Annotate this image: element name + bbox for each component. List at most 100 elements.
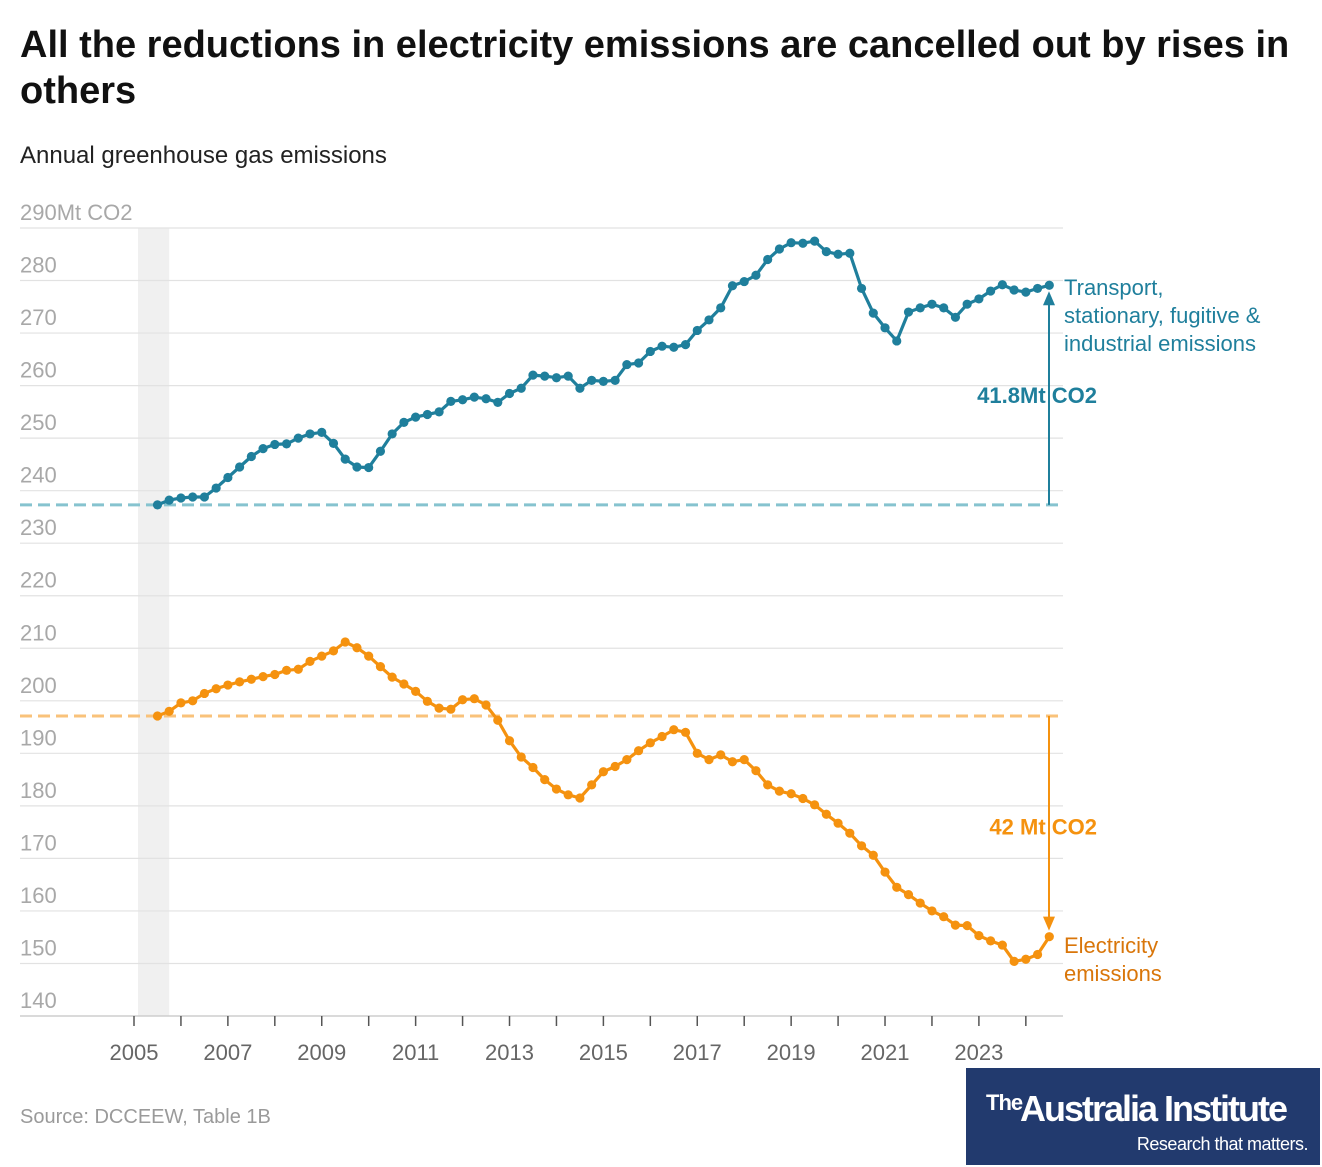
change-annotation: 41.8Mt CO2 [977,383,1097,408]
data-point [540,775,550,785]
data-point [833,249,843,259]
data-point [211,483,221,493]
data-point [739,755,749,765]
data-point [622,359,632,370]
data-point [317,427,327,437]
data-point [962,299,972,309]
data-point [164,706,174,716]
logo-tagline: Research that matters. [1136,1134,1309,1154]
series-label-line: industrial emissions [1064,331,1256,356]
data-point [587,375,597,385]
data-point [340,637,350,647]
data-point [974,931,984,941]
y-tick-label: 200 [20,673,57,698]
y-tick-label: 160 [20,883,57,908]
data-point [246,451,256,462]
data-point [892,336,902,346]
data-point [364,651,374,661]
data-point [903,307,914,317]
data-point [411,686,421,696]
y-tick-label: 210 [20,620,57,645]
data-point [845,828,855,838]
data-point [751,270,761,280]
data-point [235,462,245,472]
series-label-line: Transport, [1064,275,1163,300]
x-tick-label: 2023 [954,1040,1003,1060]
data-point [974,294,984,304]
series-label-0: Transport, stationary, fugitive & industri… [1064,275,1261,356]
data-point [457,395,468,405]
x-tick-label: 2021 [861,1040,910,1060]
data-point [199,492,210,502]
highlight-band [138,228,170,1016]
data-point [387,672,397,682]
data-point [763,780,773,790]
data-point [798,793,808,804]
data-point [364,462,374,473]
chart-subtitle: Annual greenhouse gas emissions [20,142,387,169]
data-point [845,248,855,258]
data-point [375,446,386,456]
line-chart: 140 150 160 170 180 190 200 210 220 230 240 250 260 2… [20,200,1261,1060]
data-point [317,651,327,661]
data-point [622,755,632,765]
data-point [281,665,292,675]
y-tick-label: 170 [20,830,57,855]
data-point [704,755,714,765]
data-point [657,731,667,742]
arrow-head [1043,916,1055,931]
data-point [810,800,820,810]
series-label-line: stationary, fugitive & [1064,303,1261,328]
series-labels: Transport, stationary, fugitive & industri… [1064,275,1261,986]
data-point [716,750,726,760]
data-point [352,643,362,653]
data-point [563,790,573,800]
data-point [680,727,691,737]
data-point [469,694,479,704]
x-tick-label: 2019 [767,1040,816,1060]
logo-name: Australia Institute [1020,1088,1288,1129]
data-point [692,748,702,758]
source-note: Source: DCCEEW, Table 1B [20,1106,271,1128]
data-point [645,738,655,748]
data-point [868,850,878,860]
data-point [504,388,515,399]
data-point [704,315,714,325]
data-point [727,281,738,291]
data-point [915,898,925,908]
x-tick-label: 2017 [673,1040,722,1060]
data-point [211,684,221,694]
data-point [246,674,256,684]
data-point [411,412,421,422]
data-point [598,376,608,386]
data-point [199,688,210,699]
series-lines [152,236,1054,966]
change-annotation: 42 Mt CO2 [989,814,1097,839]
data-point [504,736,515,746]
data-point [680,340,691,350]
data-point [856,841,867,851]
data-point [270,439,280,450]
data-point [446,396,456,406]
data-point [293,664,303,674]
data-point [281,439,292,449]
data-point [915,303,925,313]
y-tick-label: 280 [20,253,57,278]
data-point [340,454,350,464]
data-point [1009,956,1019,966]
data-point [399,679,409,689]
data-point [821,809,831,819]
data-point [903,890,914,900]
australia-institute-logo: The Australia Institute Research that ma… [966,1068,1320,1165]
data-point [1021,287,1031,297]
data-point [610,761,620,772]
data-point [457,695,468,705]
data-point [258,444,268,454]
data-point [575,793,585,803]
data-point [481,700,491,710]
data-point [551,373,562,383]
data-point [939,303,949,313]
y-tick-label: 250 [20,410,57,435]
data-point [786,238,796,248]
data-point [986,936,996,946]
